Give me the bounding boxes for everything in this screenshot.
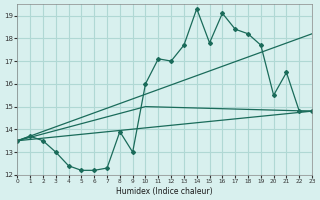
X-axis label: Humidex (Indice chaleur): Humidex (Indice chaleur) <box>116 187 213 196</box>
